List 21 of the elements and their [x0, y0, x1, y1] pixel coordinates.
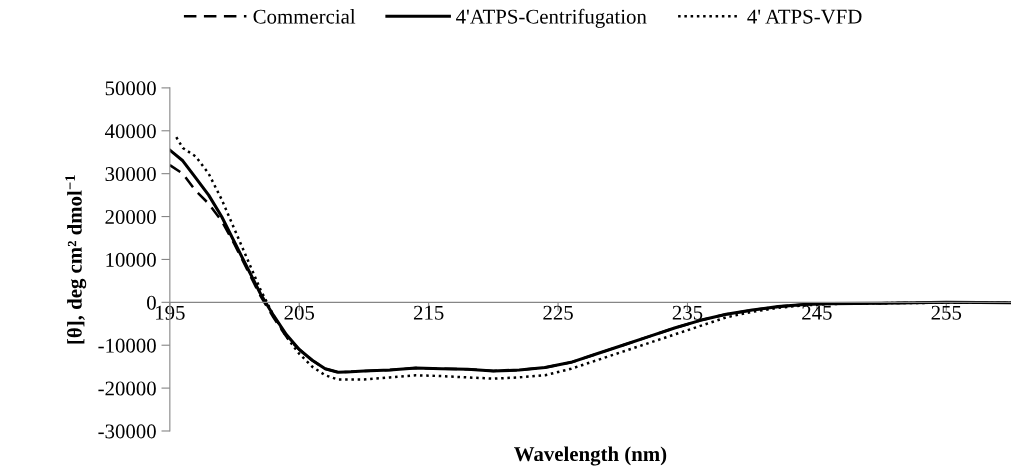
- legend-label: Commercial: [253, 9, 356, 24]
- y-tick-label: -30000: [98, 424, 156, 439]
- x-tick-label: 215: [413, 305, 444, 320]
- x-tick-label: 195: [156, 305, 185, 320]
- y-tick-label: 0: [147, 295, 156, 310]
- y-tick-label: 30000: [105, 167, 156, 182]
- y-tick-label: 20000: [105, 209, 156, 224]
- x-axis-title: Wavelength (nm): [514, 446, 667, 466]
- x-tick-label: 255: [931, 305, 962, 320]
- x-tick-label: 205: [284, 305, 315, 320]
- x-tick-label: 245: [802, 305, 832, 320]
- y-tick-label: -10000: [98, 338, 156, 353]
- y-tick-label: 10000: [106, 252, 156, 267]
- x-tick-label: 235: [672, 305, 703, 320]
- y-tick-label: 50000: [105, 81, 156, 96]
- legend-label: 4' ATPS-VFD: [747, 9, 862, 24]
- y-tick-label: -20000: [98, 381, 156, 396]
- y-tick-label: 40000: [104, 124, 156, 139]
- y-axis-title: [θ], deg cm² dmol$^{−1}$: [65, 175, 87, 344]
- x-tick-label: 225: [543, 305, 573, 320]
- legend-label: 4'ATPS-Centrifugation: [456, 8, 647, 28]
